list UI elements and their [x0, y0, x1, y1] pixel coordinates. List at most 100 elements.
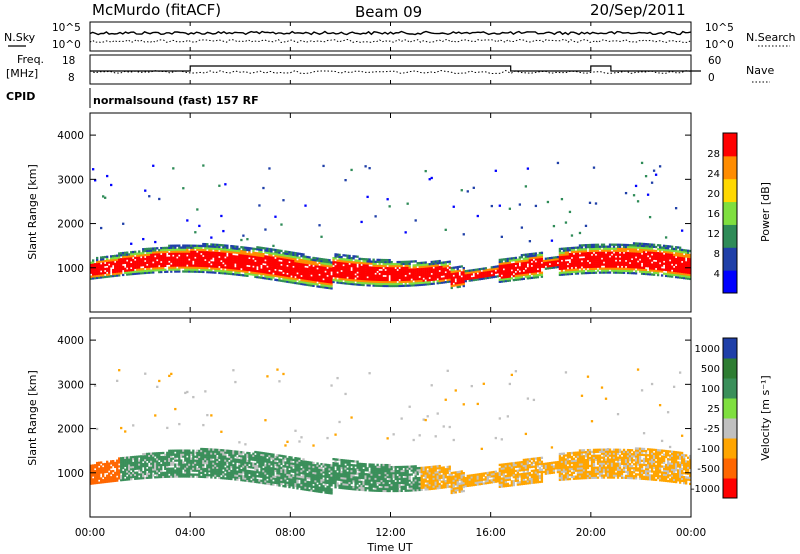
range-cell [194, 455, 197, 458]
range-cell [612, 253, 616, 256]
range-cell [202, 264, 205, 268]
range-cell [122, 255, 125, 259]
range-cell [112, 461, 115, 465]
range-cell [616, 245, 620, 248]
range-cell [148, 472, 151, 475]
range-cell [210, 245, 213, 248]
range-cell [414, 219, 417, 222]
colorbar-segment [723, 201, 737, 225]
range-cell [476, 274, 479, 277]
range-cell [224, 461, 227, 464]
range-cell [286, 471, 289, 474]
range-cell [242, 248, 245, 251]
range-cell [356, 259, 359, 262]
range-cell [200, 461, 203, 465]
range-cell [168, 244, 171, 247]
range-cell [202, 250, 205, 254]
range-cell [92, 470, 95, 473]
range-cell [168, 455, 171, 458]
range-cell [188, 254, 191, 257]
range-cell [386, 284, 389, 288]
range-cell [170, 264, 173, 267]
range-cell [344, 266, 347, 269]
range-cell [232, 249, 235, 252]
range-cell [250, 456, 253, 459]
range-cell [314, 282, 317, 286]
range-cell [146, 468, 149, 471]
range-cell [402, 268, 405, 272]
range-cell [268, 253, 271, 257]
range-cell [128, 255, 131, 258]
range-cell [300, 278, 303, 282]
range-cell [256, 453, 259, 456]
range-cell [378, 278, 381, 281]
range-cell [212, 456, 215, 459]
range-cell [612, 243, 616, 246]
range-cell [278, 273, 281, 276]
range-cell [332, 268, 335, 272]
range-cell [568, 247, 572, 250]
range-cell [228, 465, 231, 468]
range-cell [260, 274, 263, 277]
range-cell [292, 275, 295, 278]
range-cell [192, 395, 195, 399]
range-cell [458, 275, 461, 278]
range-cell [586, 251, 590, 255]
range-cell [142, 463, 145, 466]
range-cell [606, 265, 610, 268]
range-cell [250, 458, 253, 461]
range-cell [196, 469, 199, 472]
range-cell [196, 270, 199, 273]
range-cell [612, 263, 616, 266]
range-cell [264, 261, 267, 264]
range-cell [190, 266, 193, 269]
range-cell [444, 267, 447, 270]
range-cell [182, 250, 185, 253]
range-cell [606, 245, 610, 248]
range-cell [642, 244, 646, 248]
range-cell [668, 257, 672, 260]
range-cell [176, 264, 179, 267]
range-cell [196, 264, 199, 267]
range-cell [388, 258, 391, 262]
range-cell [460, 273, 463, 276]
range-cell [638, 244, 642, 247]
range-cell [250, 464, 253, 467]
range-cell [470, 277, 473, 280]
range-cell [148, 255, 151, 258]
range-cell [660, 260, 664, 263]
range-cell [308, 266, 311, 269]
range-cell [106, 466, 109, 469]
range-cell [472, 278, 475, 282]
range-cell [154, 464, 157, 467]
range-cell [138, 465, 141, 468]
range-cell [314, 267, 317, 270]
range-cell [204, 254, 207, 258]
range-cell [138, 264, 141, 267]
range-cell [136, 473, 139, 476]
range-cell [234, 267, 237, 270]
range-cell [114, 465, 117, 469]
range-cell [246, 248, 249, 252]
range-cell [212, 452, 215, 455]
range-cell [220, 254, 223, 257]
range-cell [596, 251, 600, 254]
range-cell [178, 258, 181, 261]
range-cell [428, 282, 431, 286]
range-cell [310, 266, 313, 269]
range-cell [244, 479, 247, 482]
range-cell [524, 275, 528, 278]
range-cell [166, 475, 169, 478]
range-cell [544, 257, 548, 260]
range-cell [624, 245, 628, 249]
range-cell [632, 262, 636, 265]
range-cell [532, 264, 536, 267]
range-cell [216, 257, 219, 260]
range-cell [594, 261, 598, 264]
range-cell [134, 256, 137, 260]
range-cell [342, 266, 345, 269]
range-cell [672, 267, 676, 271]
range-cell [368, 260, 371, 263]
range-cell [250, 480, 253, 483]
range-cell [148, 476, 151, 479]
